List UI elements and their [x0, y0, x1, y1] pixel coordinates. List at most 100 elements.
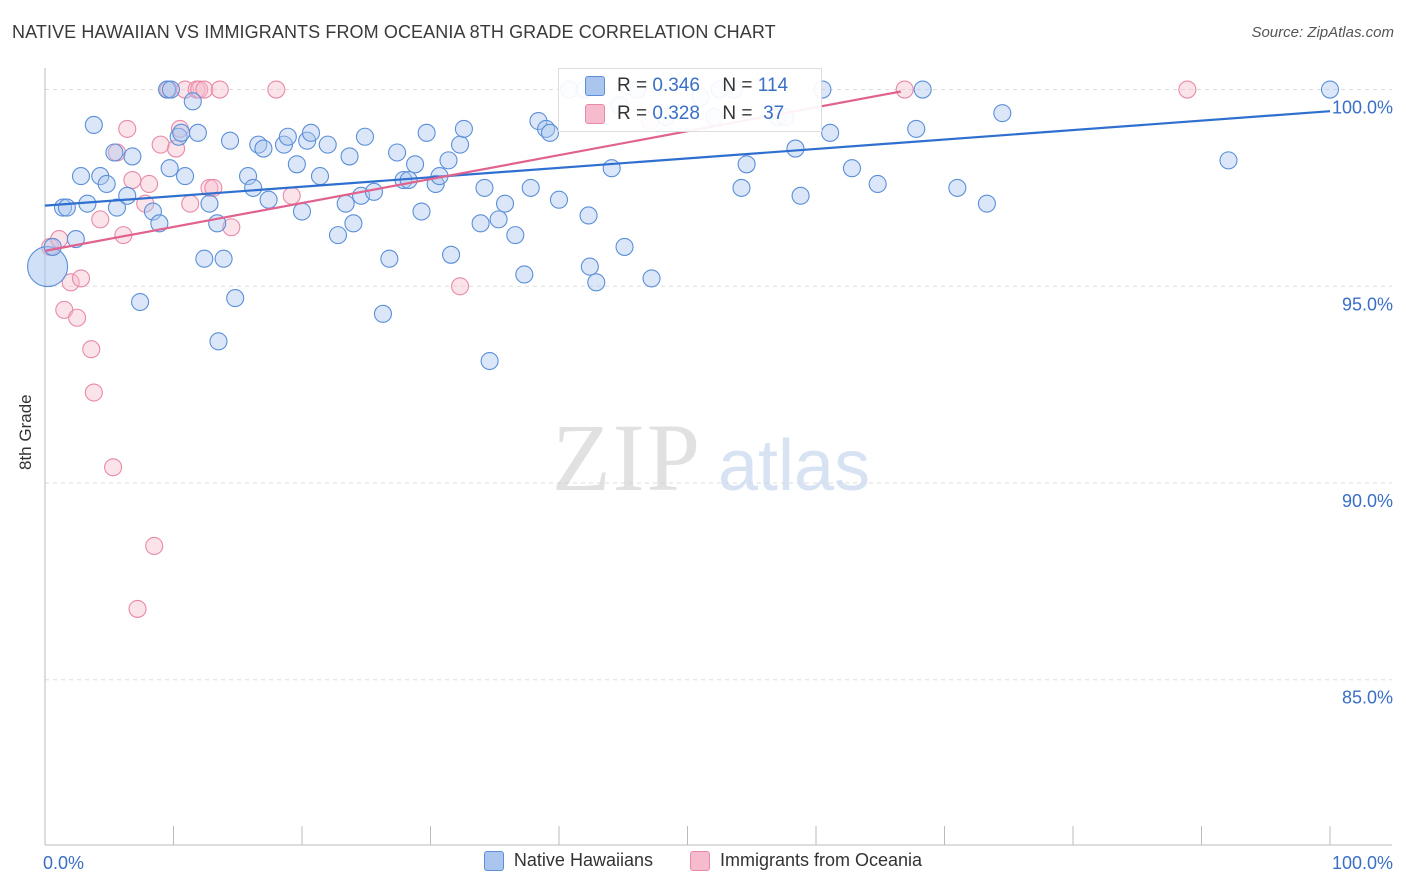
axes	[44, 68, 1392, 846]
data-point-blue	[214, 249, 233, 268]
data-point-blue	[176, 167, 195, 186]
data-point-pink	[68, 308, 87, 327]
data-point-blue	[1320, 80, 1340, 99]
data-point-blue	[84, 115, 103, 135]
data-point-blue	[907, 119, 926, 138]
data-point-blue	[948, 178, 967, 197]
data-point-pink	[151, 135, 170, 154]
blue-n-value: 114	[757, 75, 789, 96]
data-point-blue	[791, 186, 810, 205]
data-point-blue	[602, 159, 621, 178]
pink-swatch	[585, 104, 605, 124]
data-point-blue	[380, 249, 399, 268]
data-point-blue	[868, 174, 887, 194]
pink-r-label: R =	[617, 103, 648, 124]
legend-label-native-hawaiians: Native Hawaiians	[513, 850, 653, 870]
data-point-pink	[118, 119, 137, 138]
stats-row-blue: R = 0.346 N = 114	[585, 73, 788, 99]
y-tick-label: 95.0%	[1342, 294, 1393, 314]
data-point-pink	[222, 218, 241, 237]
data-point-pink	[190, 80, 209, 99]
data-point-blue	[238, 167, 258, 186]
legend-label-immigrants-from-oceania: Immigrants from Oceania	[720, 850, 923, 870]
data-point-blue	[27, 246, 69, 288]
data-point-blue	[200, 194, 219, 213]
pink-n-value: 37	[763, 103, 785, 124]
x-tick-label-max: 100.0%	[1332, 853, 1393, 873]
gridlines	[45, 89, 1392, 681]
legend: Native Hawaiians Immigrants from Oceania	[0, 850, 1406, 876]
data-point-blue	[150, 214, 169, 233]
stats-box: R = 0.346 N = 114 R = 0.328 N = 37	[558, 68, 822, 132]
data-point-blue	[131, 292, 150, 312]
data-point-blue	[529, 111, 548, 131]
data-point-blue	[786, 139, 805, 158]
data-point-blue	[43, 237, 62, 256]
data-point-blue	[451, 135, 470, 154]
data-point-pink	[82, 340, 101, 359]
data-point-blue	[489, 210, 508, 229]
data-point-blue	[412, 202, 431, 221]
data-point-blue	[471, 214, 490, 233]
chart-title: NATIVE HAWAIIAN VS IMMIGRANTS FROM OCEAN…	[12, 22, 776, 42]
pink-n-label: N =	[722, 103, 753, 124]
data-point-blue	[580, 257, 599, 276]
data-point-blue	[107, 198, 127, 217]
data-point-blue	[259, 190, 278, 209]
data-point-pink	[895, 80, 914, 99]
data-point-blue	[732, 178, 751, 197]
data-point-blue	[388, 143, 407, 162]
y-tick-label: 85.0%	[1342, 688, 1393, 708]
data-point-blue	[373, 304, 393, 323]
legend-item-native-hawaiians[interactable]: Native Hawaiians	[483, 850, 653, 871]
data-point-blue	[355, 127, 375, 146]
data-point-pink	[128, 599, 147, 618]
data-point-pink	[282, 186, 301, 205]
data-point-blue	[143, 202, 162, 221]
data-point-blue	[977, 194, 996, 213]
data-point-pink	[195, 80, 214, 99]
data-point-blue	[57, 198, 76, 217]
data-point-blue	[209, 332, 228, 351]
data-point-blue	[439, 151, 458, 170]
legend-item-immigrants-from-oceania[interactable]: Immigrants from Oceania	[690, 850, 922, 871]
data-point-blue	[292, 202, 312, 221]
data-point-blue	[118, 186, 137, 205]
data-point-pink	[1178, 80, 1197, 99]
data-point-blue	[160, 159, 179, 178]
data-point-blue	[540, 123, 560, 142]
data-point-blue	[521, 178, 540, 197]
data-point-blue	[549, 190, 569, 209]
data-point-blue	[172, 123, 191, 142]
data-point-blue	[336, 194, 355, 213]
data-point-pink	[91, 210, 110, 229]
data-point-pink	[61, 273, 80, 292]
data-point-blue	[993, 104, 1012, 123]
y-tick-label: 100.0%	[1332, 98, 1393, 118]
data-point-pink	[84, 383, 103, 402]
data-point-blue	[244, 178, 263, 197]
data-point-blue	[615, 237, 634, 256]
chart-source: Source: ZipAtlas.com	[1251, 24, 1394, 41]
data-point-pink	[267, 80, 286, 99]
data-point-blue	[515, 265, 534, 284]
data-point-blue	[913, 80, 932, 99]
data-point-blue	[310, 167, 330, 186]
data-point-pink	[71, 269, 91, 288]
data-point-blue	[454, 119, 473, 138]
watermark: ZIP atlas	[552, 404, 870, 511]
data-point-pink	[123, 170, 142, 190]
data-point-blue	[71, 167, 91, 186]
data-point-blue	[183, 92, 202, 111]
legend-swatch-pink	[690, 850, 710, 871]
data-point-blue	[105, 143, 124, 162]
data-point-blue	[254, 139, 273, 158]
data-point-blue	[842, 159, 862, 178]
data-point-pink	[140, 174, 159, 194]
data-point-pink	[181, 194, 200, 213]
data-point-blue	[287, 155, 306, 174]
data-point-blue	[318, 135, 337, 154]
data-point-blue	[97, 174, 116, 194]
data-point-blue	[301, 123, 321, 142]
